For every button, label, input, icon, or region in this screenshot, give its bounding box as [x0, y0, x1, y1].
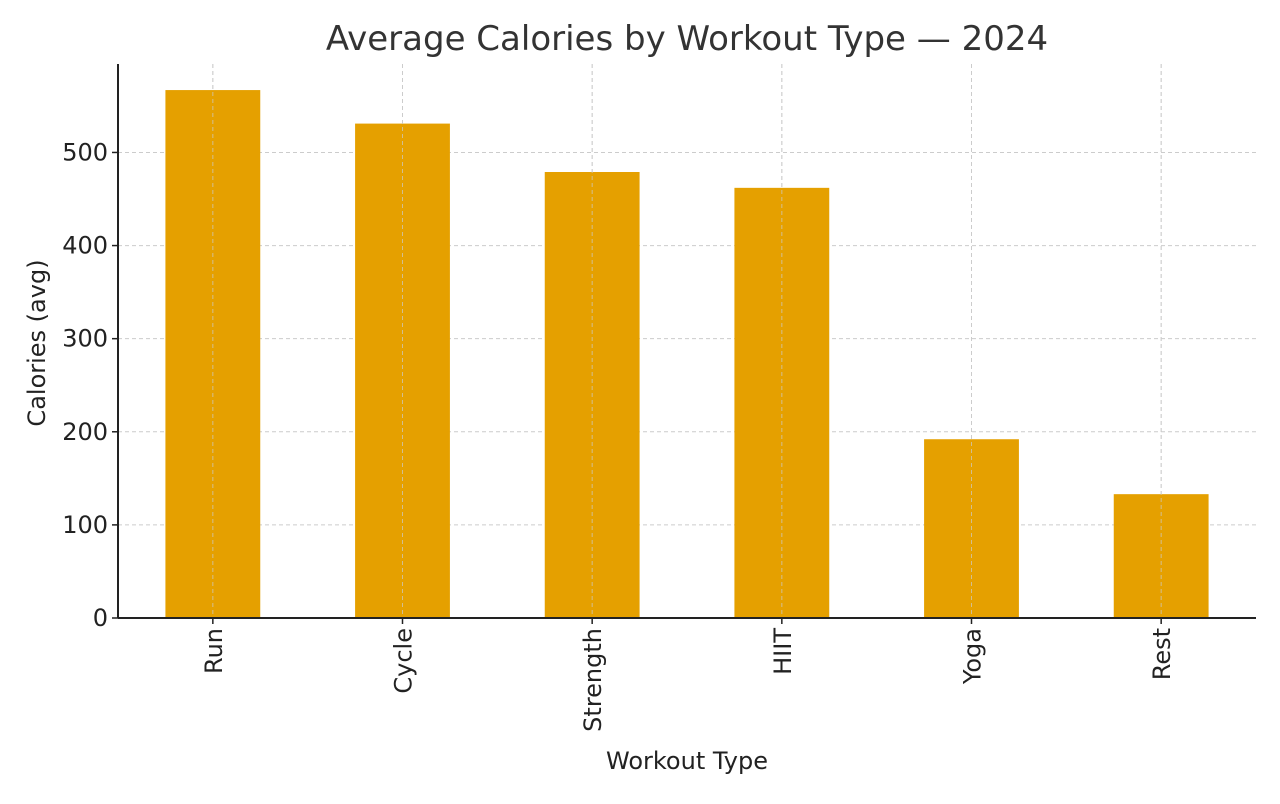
- y-tick-label: 200: [62, 418, 108, 446]
- y-axis-label: Calories (avg): [23, 259, 51, 426]
- chart-title: Average Calories by Workout Type — 2024: [326, 19, 1048, 59]
- x-tick-label: Run: [200, 628, 228, 674]
- x-tick-label: Yoga: [959, 628, 987, 685]
- tick-labels: 0 100 200 300 400 500 Run Cycle Strength HIIT Yoga…: [62, 138, 1176, 731]
- x-tick-label: Cycle: [390, 628, 418, 694]
- y-tick-label: 300: [62, 325, 108, 353]
- axes: [112, 64, 1256, 624]
- y-tick-label: 0: [93, 604, 108, 632]
- y-tick-label: 100: [62, 511, 108, 539]
- x-tick-label: Strength: [579, 628, 607, 732]
- x-tick-label: Rest: [1148, 628, 1176, 680]
- y-tick-label: 400: [62, 232, 108, 260]
- y-tick-label: 500: [62, 138, 108, 166]
- x-axis-label: Workout Type: [606, 747, 768, 775]
- bars: [165, 64, 1209, 619]
- x-tick-label: HIIT: [769, 628, 797, 675]
